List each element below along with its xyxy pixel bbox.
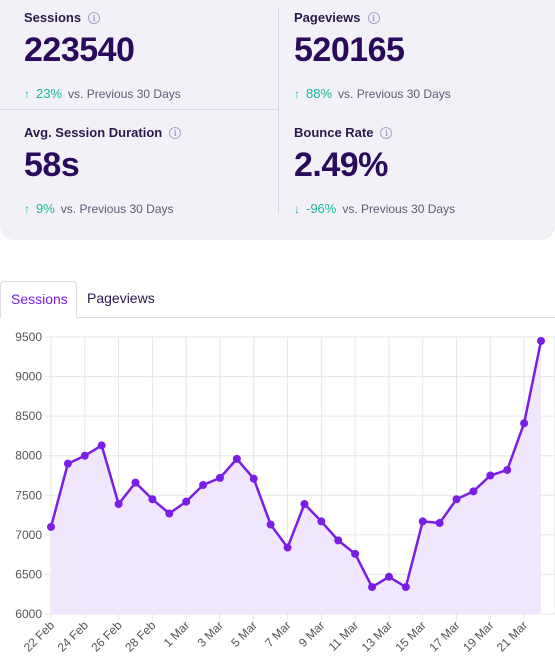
change-value: -96%	[306, 201, 337, 216]
arrow-up-icon: ↑	[24, 201, 30, 216]
stat-bounce-rate: Bounce Rate i 2.49% ↓ -96% vs. Previous …	[294, 125, 549, 230]
stat-value: 520165	[294, 31, 405, 69]
data-point	[63, 459, 72, 468]
x-tick-label: 28 Feb	[122, 618, 159, 655]
change-value: 23%	[36, 86, 63, 101]
arrow-up-icon: ↑	[24, 86, 30, 101]
change-caption: vs. Previous 30 Days	[60, 201, 174, 216]
info-icon[interactable]: i	[380, 126, 393, 139]
stat-label: Bounce Rate	[294, 125, 374, 140]
data-point	[351, 549, 360, 558]
tab-sessions[interactable]: Sessions	[0, 281, 77, 318]
stat-value: 2.49%	[294, 146, 388, 184]
data-point	[232, 454, 241, 463]
y-tick-label: 7000	[15, 528, 42, 542]
y-tick-label: 7500	[15, 488, 42, 502]
data-point	[384, 572, 393, 581]
arrow-up-icon: ↑	[294, 86, 300, 101]
info-icon[interactable]: i	[367, 11, 380, 24]
stats-divider-vertical	[278, 8, 279, 214]
info-icon[interactable]: i	[169, 126, 182, 139]
stats-card: Sessions i 223540 ↑ 23% vs. Previous 30 …	[0, 0, 555, 240]
data-point	[114, 499, 123, 508]
x-tick-label: 26 Feb	[88, 618, 125, 655]
x-tick-label: 24 Feb	[55, 618, 92, 655]
y-axis-ticks: 6000 6500 7000 7500 8000 8500 9000 9500	[15, 330, 42, 621]
stat-label: Sessions	[24, 10, 82, 25]
y-tick-label: 8000	[15, 449, 42, 463]
data-point	[249, 474, 258, 483]
data-point	[131, 478, 140, 487]
y-tick-label: 9500	[15, 330, 42, 344]
data-point	[469, 487, 478, 496]
data-point	[165, 509, 174, 518]
change-caption: vs. Previous 30 Days	[338, 86, 451, 101]
data-point	[182, 497, 191, 506]
data-point	[452, 495, 461, 504]
tab-pageviews[interactable]: Pageviews	[87, 290, 155, 306]
stats-divider-horizontal	[0, 109, 278, 110]
x-tick-label: 22 Feb	[21, 618, 58, 655]
x-tick-label: 21 Mar	[494, 618, 530, 654]
stat-avg-session-duration: Avg. Session Duration i 58s ↑ 9% vs. Pre…	[24, 125, 279, 230]
data-point	[418, 517, 427, 526]
data-point	[97, 441, 106, 450]
chart-tabs: Sessions Pageviews	[0, 281, 555, 318]
data-point	[148, 495, 157, 504]
stat-label: Pageviews	[294, 10, 361, 25]
data-point	[80, 451, 89, 460]
y-tick-label: 6500	[15, 567, 42, 581]
data-point	[368, 583, 377, 592]
data-point	[486, 471, 495, 480]
data-point	[300, 499, 309, 508]
data-point	[503, 465, 512, 474]
stat-value: 58s	[24, 146, 80, 184]
x-tick-label: 3 Mar	[194, 618, 226, 650]
info-icon[interactable]: i	[88, 11, 101, 24]
x-tick-label: 19 Mar	[460, 618, 496, 654]
stat-pageviews: Pageviews i 520165 ↑ 88% vs. Previous 30…	[294, 10, 549, 115]
data-point	[435, 518, 444, 527]
data-point	[47, 522, 55, 531]
x-tick-label: 11 Mar	[326, 618, 362, 654]
x-tick-label: 9 Mar	[296, 618, 328, 650]
data-point	[537, 336, 545, 345]
x-tick-label: 1 Mar	[161, 618, 193, 650]
stat-value: 223540	[24, 31, 135, 69]
data-point	[215, 473, 224, 482]
data-point	[334, 536, 343, 545]
data-point	[283, 543, 292, 552]
data-point	[199, 480, 208, 489]
stat-sessions: Sessions i 223540 ↑ 23% vs. Previous 30 …	[24, 10, 279, 115]
x-tick-label: 15 Mar	[393, 618, 429, 654]
y-tick-label: 8500	[15, 409, 42, 423]
x-tick-label: 7 Mar	[262, 618, 294, 650]
x-tick-label: 17 Mar	[426, 618, 462, 654]
point-layer	[47, 336, 545, 592]
data-point	[317, 517, 326, 526]
area-layer	[51, 340, 541, 614]
arrow-down-icon: ↓	[294, 201, 300, 216]
stat-label: Avg. Session Duration	[24, 125, 163, 140]
change-caption: vs. Previous 30 Days	[68, 86, 181, 101]
y-tick-label: 6000	[15, 607, 42, 621]
y-tick-label: 9000	[15, 370, 42, 384]
data-point	[520, 419, 529, 428]
data-point	[266, 520, 275, 529]
change-caption: vs. Previous 30 Days	[342, 201, 456, 216]
data-point	[401, 583, 410, 592]
change-value: 88%	[306, 86, 333, 101]
x-tick-label: 5 Mar	[228, 618, 260, 650]
change-value: 9%	[36, 201, 55, 216]
x-tick-label: 13 Mar	[359, 618, 395, 654]
series-area	[51, 340, 541, 614]
